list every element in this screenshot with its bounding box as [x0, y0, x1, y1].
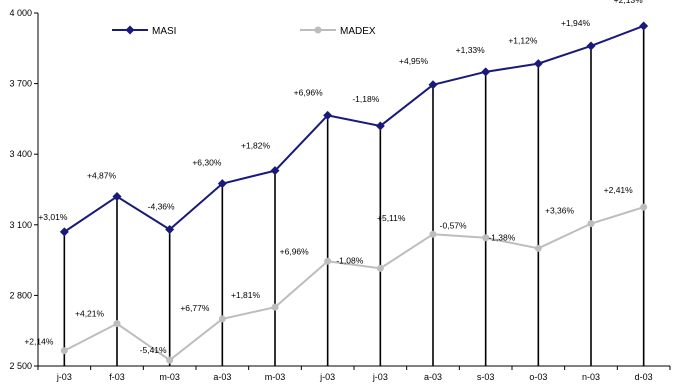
data-label: +6,96% — [294, 87, 324, 97]
data-point — [271, 303, 279, 311]
data-label: +4,21% — [75, 309, 105, 319]
data-label: +1,94% — [561, 18, 591, 28]
data-label: +2,13% — [614, 0, 644, 5]
series-line-madex — [63, 206, 644, 362]
data-label: +2,14% — [24, 337, 54, 347]
data-label: -1,18% — [352, 94, 379, 104]
data-point — [112, 192, 122, 202]
data-labels: +3,01% +4,87% -4,36% +6,30% +1,82% +6,96% -1,1… — [24, 0, 643, 355]
axes — [34, 12, 671, 370]
data-label: +5,11% — [377, 213, 406, 223]
data-label: +6,77% — [180, 303, 210, 313]
data-label: +3,36% — [545, 206, 575, 216]
data-point — [323, 110, 333, 120]
data-label: -0,57% — [440, 221, 467, 231]
x-tick-label: m-03 — [265, 372, 286, 382]
legend-label: MADEX — [340, 26, 376, 37]
data-point — [113, 320, 121, 328]
data-point — [587, 220, 595, 228]
series-line-masi — [63, 25, 645, 233]
data-point — [640, 203, 648, 211]
data-point — [270, 166, 280, 176]
data-point — [324, 257, 332, 265]
data-point — [166, 356, 174, 364]
data-point — [59, 227, 69, 237]
x-tick-label: n-03 — [582, 372, 600, 382]
legend-marker — [314, 26, 322, 34]
x-tick-label: o-03 — [529, 372, 547, 382]
y-tick-label: 3 100 — [9, 220, 32, 230]
legend: MASI MADEX — [112, 25, 376, 37]
data-label: -5,41% — [140, 345, 167, 355]
data-label: +1,33% — [456, 45, 486, 55]
x-tick-label: s-03 — [477, 372, 495, 382]
y-tick-label: 2 500 — [9, 361, 32, 371]
legend-marker — [125, 25, 135, 35]
drop-lines — [63, 25, 645, 366]
data-label: -1,08% — [336, 255, 363, 265]
data-label: +1,82% — [241, 141, 271, 151]
x-tick-labels: j-03 f-03 m-03 a-03 m-03 j-03 j-03 a-03 s-03 o-03… — [56, 372, 653, 382]
data-point — [482, 234, 490, 242]
x-tick-label: d-03 — [635, 372, 653, 382]
data-point — [217, 179, 227, 189]
x-tick-label: a-03 — [424, 372, 442, 382]
data-point — [533, 59, 543, 69]
data-label: -4,36% — [148, 202, 175, 212]
data-point — [586, 41, 596, 51]
data-label: -1,38% — [488, 232, 515, 242]
data-label: +3,01% — [38, 212, 68, 222]
data-label: +4,87% — [87, 171, 117, 181]
data-point — [428, 80, 438, 90]
data-label: +2,41% — [604, 185, 634, 195]
data-label: +1,81% — [231, 290, 261, 300]
data-point — [375, 121, 385, 131]
data-point — [639, 21, 649, 31]
data-label: +1,12% — [508, 36, 538, 46]
x-tick-label: a-03 — [213, 372, 231, 382]
series-markers — [59, 21, 649, 364]
y-tick-label: 3 400 — [9, 149, 32, 159]
x-tick-label: j-03 — [56, 372, 72, 382]
data-label: +6,30% — [192, 158, 222, 168]
x-tick-label: j-03 — [372, 372, 388, 382]
series-lines — [63, 25, 645, 362]
y-tick-label: 3 700 — [9, 79, 32, 89]
data-point — [481, 67, 491, 77]
legend-label: MASI — [152, 26, 176, 37]
x-tick-label: f-03 — [109, 372, 125, 382]
data-label: +6,96% — [280, 246, 310, 256]
y-tick-labels: 2 500 2 800 3 100 3 400 3 700 4 000 — [9, 8, 32, 371]
y-tick-label: 2 800 — [9, 290, 32, 300]
data-point — [218, 315, 226, 323]
data-point — [60, 347, 68, 355]
y-tick-label: 4 000 — [9, 8, 32, 18]
data-label: +4,95% — [399, 56, 429, 66]
x-tick-label: m-03 — [159, 372, 180, 382]
data-point — [376, 264, 384, 272]
data-point — [165, 225, 175, 235]
data-point — [534, 244, 542, 252]
data-point — [429, 230, 437, 238]
x-tick-label: j-03 — [319, 372, 335, 382]
